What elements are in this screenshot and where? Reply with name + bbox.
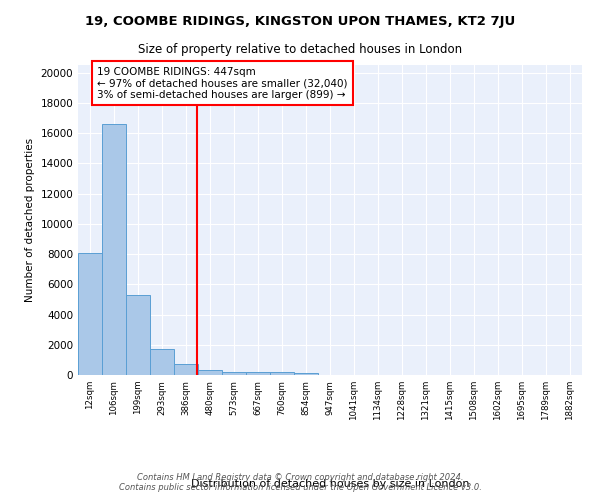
Bar — [126, 295, 150, 375]
Bar — [102, 124, 126, 375]
Bar — [294, 372, 318, 375]
Y-axis label: Number of detached properties: Number of detached properties — [25, 138, 35, 302]
Bar — [174, 364, 198, 375]
Text: Size of property relative to detached houses in London: Size of property relative to detached ho… — [138, 42, 462, 56]
X-axis label: Distribution of detached houses by size in London: Distribution of detached houses by size … — [191, 478, 469, 488]
Text: 19 COOMBE RIDINGS: 447sqm
← 97% of detached houses are smaller (32,040)
3% of se: 19 COOMBE RIDINGS: 447sqm ← 97% of detac… — [97, 66, 348, 100]
Bar — [150, 348, 174, 375]
Bar — [78, 252, 102, 375]
Text: Contains HM Land Registry data © Crown copyright and database right 2024.
Contai: Contains HM Land Registry data © Crown c… — [119, 473, 481, 492]
Bar — [222, 372, 246, 375]
Bar — [270, 372, 294, 375]
Bar — [246, 372, 270, 375]
Text: 19, COOMBE RIDINGS, KINGSTON UPON THAMES, KT2 7JU: 19, COOMBE RIDINGS, KINGSTON UPON THAMES… — [85, 15, 515, 28]
Bar — [198, 370, 222, 375]
